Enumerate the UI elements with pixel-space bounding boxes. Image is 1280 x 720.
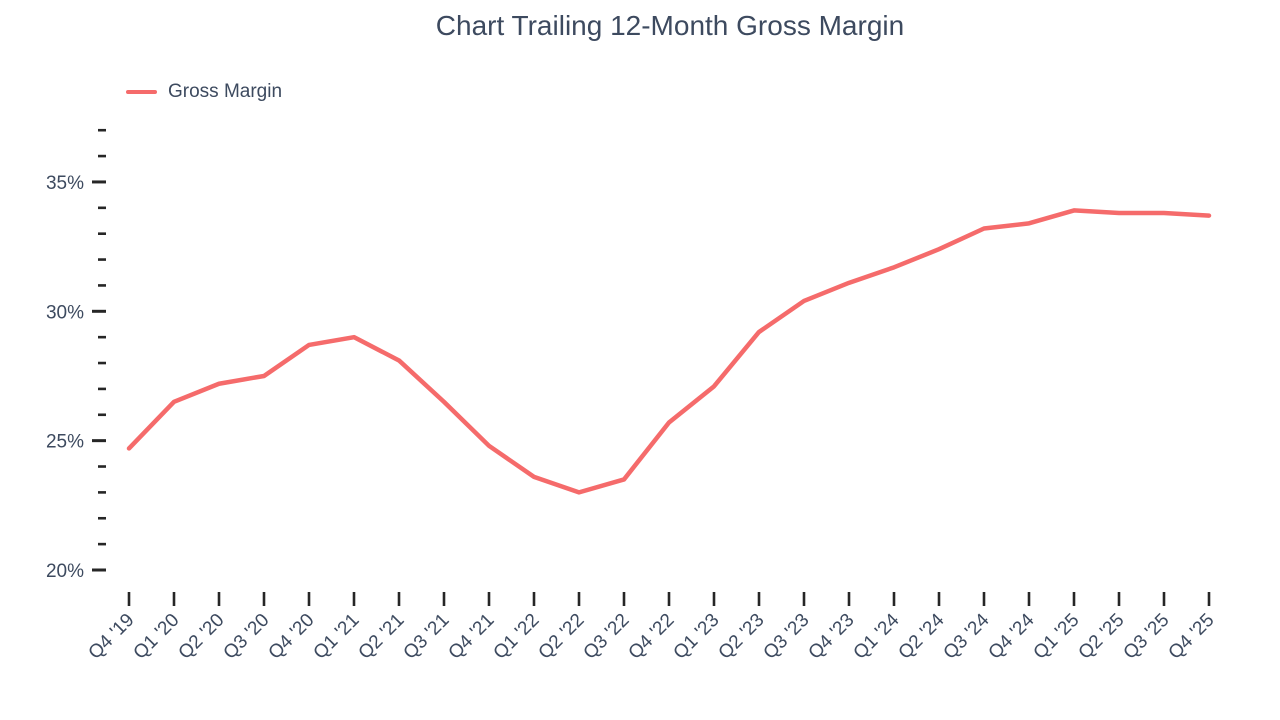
x-axis-tick-label: Q4 '25 [1165, 610, 1219, 664]
x-axis-tick-label: Q1 '25 [1030, 610, 1084, 664]
x-axis-tick-label: Q4 '22 [625, 610, 679, 664]
gross-margin-line[interactable] [126, 208, 1212, 495]
y-axis-tick-label: 30% [46, 302, 84, 323]
x-axis-tick-label: Q4 '20 [265, 610, 319, 664]
x-axis-tick-label: Q3 '21 [400, 610, 454, 664]
x-axis-tick-label: Q4 '19 [85, 610, 139, 664]
x-axis-tick-label: Q2 '20 [175, 610, 229, 664]
y-axis-tick-label: 25% [46, 432, 84, 453]
x-axis-tick-label: Q2 '21 [355, 610, 409, 664]
y-axis-tick-label: 20% [46, 561, 84, 582]
x-axis-tick-label: Q1 '20 [130, 610, 184, 664]
x-axis-tick-label: Q3 '20 [220, 610, 274, 664]
x-axis-tick-label: Q2 '23 [715, 610, 769, 664]
x-axis-tick-label: Q2 '24 [895, 609, 949, 663]
x-axis-tick-label: Q4 '23 [805, 610, 859, 664]
x-axis-tick-label: Q4 '21 [445, 610, 499, 664]
x-axis-tick-label: Q3 '22 [580, 610, 634, 664]
legend-item-gross-margin[interactable]: Gross Margin [126, 81, 282, 103]
x-axis-tick-label: Q4 '24 [985, 609, 1039, 663]
x-axis-tick-label: Q1 '22 [490, 610, 544, 664]
x-axis-tick-label: Q3 '25 [1120, 610, 1174, 664]
x-axis-tick-label: Q1 '21 [310, 610, 364, 664]
legend-line-swatch [126, 90, 157, 94]
x-axis-tick-label: Q3 '23 [760, 610, 814, 664]
legend-label: Gross Margin [168, 81, 283, 102]
x-axis-tick-label: Q1 '23 [670, 610, 724, 664]
chart-title: Chart Trailing 12-Month Gross Margin [435, 10, 905, 41]
x-axis-tick-label: Q2 '25 [1075, 610, 1129, 664]
x-axis-tick-label: Q2 '22 [535, 610, 589, 664]
y-axis-tick-label: 35% [46, 173, 84, 194]
x-axis-tick-label: Q3 '24 [940, 609, 994, 663]
x-axis-tick-label: Q1 '24 [850, 609, 904, 663]
